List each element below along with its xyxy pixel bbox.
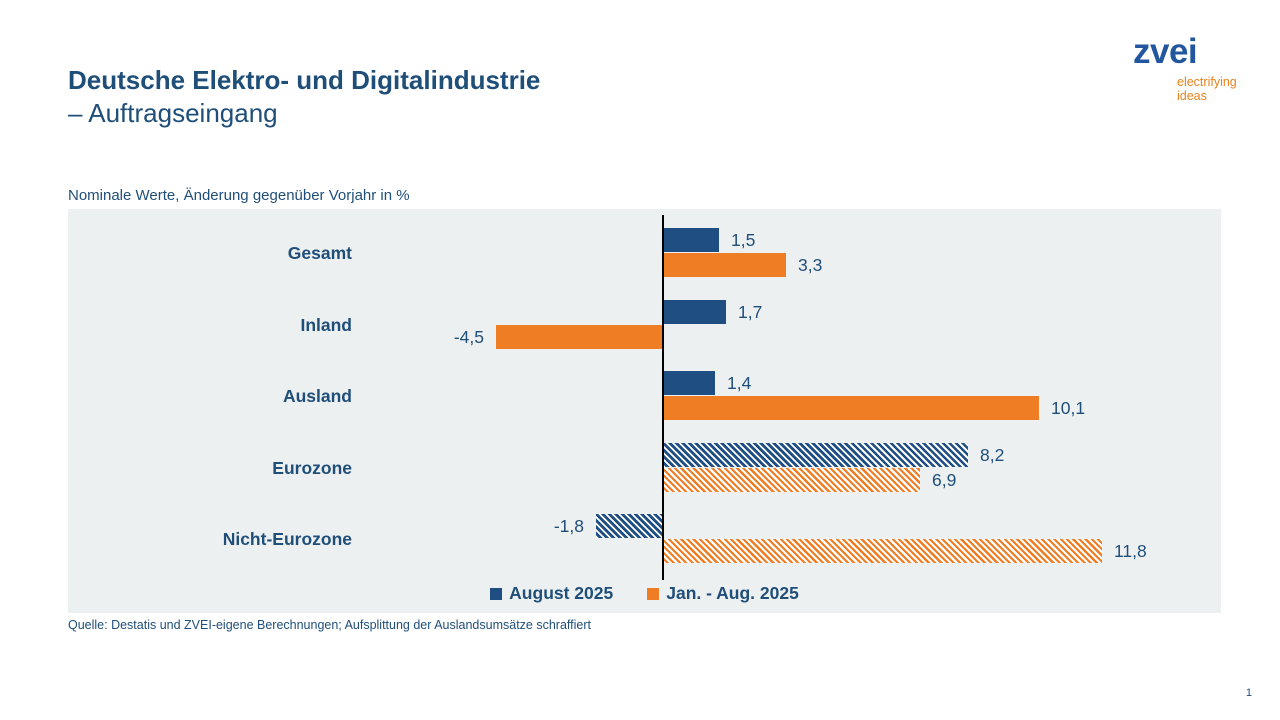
- value-label-gesamt-august-2025: 1,5: [731, 230, 756, 250]
- value-label-inland-jan-aug-2025: -4,5: [453, 327, 484, 347]
- value-label-inland-august-2025: 1,7: [738, 302, 763, 322]
- legend-label-jan-aug-2025: Jan. - Aug. 2025: [666, 583, 799, 603]
- legend-item-august-2025: August 2025: [490, 583, 613, 604]
- bar-nicht-eurozone-august-2025: [596, 514, 663, 538]
- value-label-nicht-eurozone-august-2025: -1,8: [553, 516, 584, 536]
- bar-gesamt-august-2025: [663, 228, 719, 252]
- zero-axis-line: [662, 215, 664, 580]
- page-title: Deutsche Elektro- und Digitalindustrie –…: [68, 64, 540, 130]
- bar-ausland-jan-aug-2025: [663, 396, 1039, 420]
- page-title-line2: – Auftragseingang: [68, 98, 278, 128]
- bar-inland-jan-aug-2025: [496, 325, 663, 349]
- legend-swatch-orange-icon: [647, 587, 660, 600]
- source-note: Quelle: Destatis und ZVEI-eigene Berechn…: [68, 618, 591, 632]
- category-label-inland: Inland: [300, 315, 352, 335]
- zvei-tagline-line1: electrifying: [1177, 75, 1237, 89]
- category-label-ausland: Ausland: [282, 386, 352, 406]
- zvei-logo-tagline: electrifying ideas: [1177, 75, 1237, 103]
- bar-ausland-august-2025: [663, 371, 715, 395]
- legend-item-jan-aug-2025: Jan. - Aug. 2025: [647, 583, 799, 604]
- value-label-eurozone-jan-aug-2025: 6,9: [932, 470, 957, 490]
- value-label-eurozone-august-2025: 8,2: [980, 445, 1005, 465]
- page-number: 1: [1245, 687, 1252, 699]
- zvei-tagline-line2: ideas: [1177, 88, 1207, 103]
- bar-nicht-eurozone-jan-aug-2025: [663, 539, 1102, 563]
- legend: August 2025 Jan. - Aug. 2025: [68, 583, 1221, 604]
- category-label-eurozone: Eurozone: [272, 458, 352, 478]
- chart-subtitle: Nominale Werte, Änderung gegenüber Vorja…: [68, 187, 410, 204]
- bar-eurozone-august-2025: [663, 443, 968, 467]
- category-label-nicht-eurozone: Nicht-Eurozone: [222, 529, 352, 549]
- category-label-gesamt: Gesamt: [287, 243, 352, 263]
- page-title-line1: Deutsche Elektro- und Digitalindustrie: [68, 65, 541, 95]
- value-label-ausland-august-2025: 1,4: [727, 373, 752, 393]
- value-label-ausland-jan-aug-2025: 10,1: [1051, 398, 1086, 418]
- plot-area: August 2025 Jan. - Aug. 2025 Gesamt 1,5 3,…: [68, 209, 1221, 613]
- bar-eurozone-jan-aug-2025: [663, 468, 920, 492]
- bar-inland-august-2025: [663, 300, 726, 324]
- bar-gesamt-jan-aug-2025: [663, 253, 786, 277]
- value-label-nicht-eurozone-jan-aug-2025: 11,8: [1114, 541, 1147, 561]
- legend-swatch-blue-icon: [490, 587, 503, 600]
- legend-label-august-2025: August 2025: [509, 583, 614, 603]
- zvei-logo: zvei: [1133, 32, 1198, 71]
- value-label-gesamt-jan-aug-2025: 3,3: [798, 255, 823, 275]
